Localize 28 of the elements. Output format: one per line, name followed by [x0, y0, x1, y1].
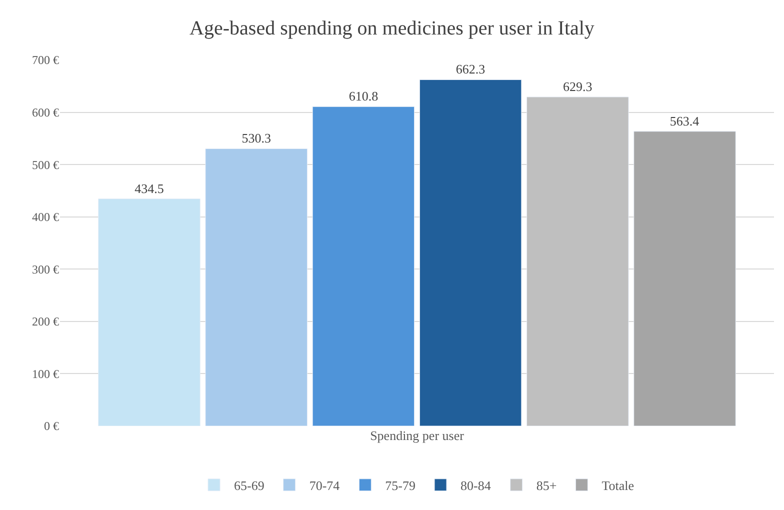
bar [526, 96, 629, 426]
bar [98, 198, 200, 426]
legend-label: 85+ [536, 478, 557, 493]
data-label: 610.8 [348, 88, 378, 104]
y-tick-label: 400 € [32, 210, 59, 224]
data-label: 563.4 [670, 113, 700, 128]
data-label: 662.3 [456, 62, 486, 77]
legend-label: 80-84 [460, 478, 492, 493]
legend-label: 65-69 [234, 478, 264, 493]
bar [634, 131, 736, 426]
y-tick-label: 500 € [32, 158, 59, 172]
data-label: 530.3 [242, 130, 271, 146]
x-tick-label: Spending per user [370, 428, 465, 443]
y-tick-label: 600 € [32, 105, 59, 120]
bar [419, 79, 522, 426]
legend-label: 70-74 [309, 478, 340, 493]
legend-label: 75-79 [385, 478, 416, 493]
y-tick-label: 100 € [32, 366, 59, 381]
y-tick-label: 700 € [32, 53, 59, 68]
y-tick-label: 0 € [44, 419, 59, 434]
y-tick-label: 300 € [32, 262, 59, 276]
y-tick-label: 200 € [32, 314, 59, 329]
legend-label: Totale [602, 478, 634, 493]
data-label: 629.3 [563, 78, 592, 94]
bar [312, 106, 415, 426]
bar [205, 148, 308, 426]
data-label: 434.5 [134, 180, 164, 196]
chart-title: Age-based spending on medicines per user in Italy [190, 17, 594, 40]
